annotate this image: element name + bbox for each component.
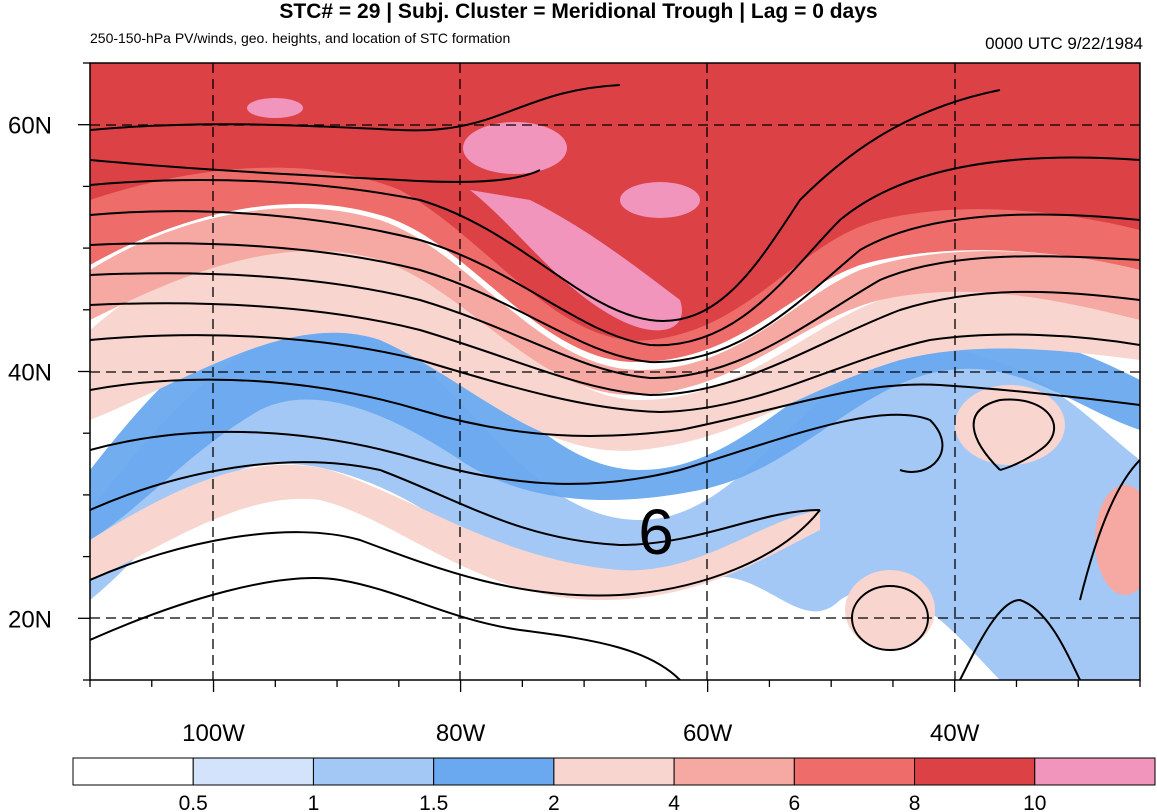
colorbar-swatch: [914, 757, 1036, 786]
colorbar-swatch: [192, 757, 314, 786]
colorbar-label: 1.5: [419, 792, 448, 812]
plot-title: STC# = 29 | Subj. Cluster = Meridional T…: [279, 0, 878, 23]
colorbar-label: 8: [909, 792, 921, 812]
pv-lightpink-south: [90, 464, 820, 600]
gridlines: [90, 63, 1140, 680]
colorbar-labels: 0.5 1 1.5 2 4 6 8 10: [179, 792, 1047, 812]
colorbar-swatch: [553, 757, 675, 786]
pv-lightpink-se-blob: [845, 570, 935, 650]
longitude-label: 40W: [930, 720, 980, 747]
colorbar-label: 10: [1023, 792, 1046, 812]
longitude-label: 100W: [182, 720, 245, 747]
colorbar-swatch: [72, 757, 194, 786]
colorbar-swatch: [312, 757, 435, 786]
longitude-label: 60W: [683, 720, 733, 747]
colorbar-label: 1: [308, 792, 320, 812]
pv-darkred-core: [90, 63, 1140, 341]
longitude-label: 80W: [436, 720, 486, 747]
pv-pink-max-2: [620, 182, 700, 218]
colorbar-label: 6: [788, 792, 800, 812]
pv-pink-max-1: [463, 122, 567, 174]
latitude-labels: 60N 40N 20N: [8, 113, 52, 634]
pv-pink-max-3: [247, 98, 303, 118]
plot-datetime: 0000 UTC 9/22/1984: [985, 34, 1143, 53]
stc-formation-symbol: 6: [638, 496, 674, 568]
latitude-label: 20N: [8, 606, 52, 633]
longitude-labels: 100W 80W 60W 40W: [182, 720, 980, 747]
colorbar-swatch: [1034, 757, 1156, 786]
pv-field: [90, 63, 1140, 680]
plot-subtitle: 250-150-hPa PV/winds, geo. heights, and …: [90, 30, 511, 46]
colorbar-label: 4: [668, 792, 680, 812]
colorbar-swatch: [793, 757, 916, 786]
pv-pink-trough: [470, 190, 682, 331]
latitude-label: 60N: [8, 113, 52, 140]
colorbar-label: 2: [548, 792, 560, 812]
colorbar-label: 0.5: [179, 792, 208, 812]
colorbar-swatch: [433, 757, 555, 786]
height-contours: [90, 84, 1140, 680]
pv-lightblue-band: [90, 325, 1140, 680]
pv-lightpink-e-blob: [1095, 485, 1140, 595]
latitude-label: 40N: [8, 360, 52, 387]
colorbar-swatch: [673, 757, 795, 786]
colorbar: [72, 757, 1156, 786]
axis-ticks: [78, 62, 1141, 692]
pv-lightpink-ne-blob: [955, 385, 1065, 465]
pv-salmon-band: [90, 208, 1140, 396]
